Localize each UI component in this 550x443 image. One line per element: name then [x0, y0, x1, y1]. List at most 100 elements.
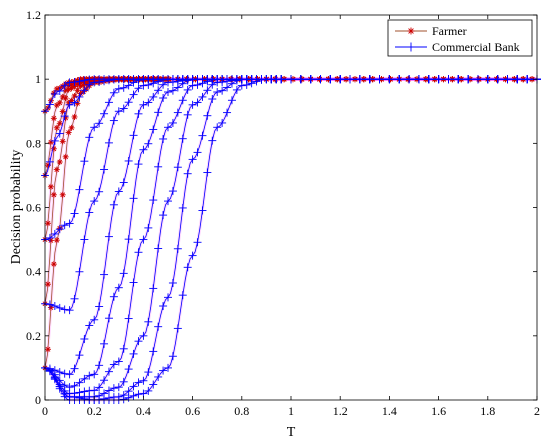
bank-marker — [183, 85, 192, 94]
bank-marker — [134, 84, 143, 93]
farmer-marker — [50, 115, 57, 122]
bank-marker — [70, 98, 79, 107]
bank-marker — [104, 314, 113, 323]
y-axis-title: Decision probability — [9, 150, 24, 265]
bank-marker — [168, 278, 177, 287]
x-tick-label: 0 — [42, 404, 48, 418]
bank-marker — [213, 88, 222, 96]
bank-marker — [109, 292, 118, 301]
bank-marker — [149, 92, 158, 101]
bank-marker — [227, 79, 236, 88]
bank-marker — [60, 112, 69, 121]
bank-marker — [95, 119, 104, 128]
bank-marker — [139, 81, 148, 90]
bank-marker — [60, 392, 69, 401]
bank-marker — [90, 315, 99, 324]
bank-marker — [183, 169, 192, 178]
farmer-marker — [50, 145, 57, 152]
bank-marker — [139, 100, 148, 109]
bank-marker — [139, 235, 148, 244]
bank-marker — [85, 80, 94, 89]
x-axis-title: T — [287, 425, 296, 440]
bank-marker — [183, 76, 192, 85]
bank-marker — [188, 100, 197, 109]
bank-marker — [208, 136, 217, 145]
bank-marker — [188, 81, 197, 90]
x-tick-label: 0.8 — [234, 404, 249, 418]
bank-marker — [144, 386, 153, 395]
bank-marker — [100, 270, 109, 279]
bank-marker — [124, 314, 133, 323]
bank-marker — [316, 75, 325, 84]
bank-marker — [154, 372, 163, 381]
bank-marker — [75, 77, 84, 86]
x-tick-label: 1.4 — [382, 404, 397, 418]
farmer-marker — [59, 191, 66, 198]
bank-marker — [159, 94, 168, 103]
legend-farmer-label: Farmer — [432, 24, 467, 38]
bank-marker — [75, 351, 84, 360]
x-tick-label: 1 — [288, 404, 294, 418]
bank-marker — [154, 86, 163, 95]
bank-marker — [70, 381, 79, 390]
x-tick-label: 0.6 — [185, 404, 200, 418]
bank-marker — [75, 185, 84, 194]
farmer-marker — [59, 138, 66, 145]
bank-marker — [277, 75, 286, 84]
bank-marker — [247, 79, 256, 88]
y-tick-label: 0.8 — [26, 136, 41, 150]
bank-marker — [149, 125, 158, 134]
bank-marker — [385, 75, 394, 84]
bank-marker — [45, 300, 54, 309]
bank-marker — [257, 75, 266, 84]
bank-marker — [95, 187, 104, 196]
bank-marker — [114, 357, 123, 366]
bank-marker — [85, 133, 94, 142]
bank-marker — [149, 284, 158, 293]
bank-marker — [232, 76, 241, 85]
bank-marker — [104, 386, 113, 395]
bank-marker — [149, 347, 158, 356]
bank-marker — [129, 90, 138, 99]
bank-marker — [55, 129, 64, 138]
bank-marker — [144, 223, 153, 232]
bank-marker — [144, 368, 153, 377]
bank-marker — [90, 197, 99, 206]
bank-marker — [154, 77, 163, 86]
bank-marker — [75, 267, 84, 276]
bank-marker — [129, 131, 138, 140]
bank-marker — [129, 78, 138, 87]
bank-marker — [144, 80, 153, 89]
farmer-marker — [56, 158, 63, 165]
bank-marker — [50, 375, 59, 384]
bank-marker — [203, 86, 212, 95]
farmer-marker — [71, 92, 78, 99]
bank-marker — [100, 376, 109, 385]
x-tick-label: 1.6 — [431, 404, 446, 418]
legend-bank-label: Commercial Bank — [432, 40, 520, 54]
farmer-marker — [53, 85, 60, 92]
bank-marker — [444, 75, 453, 84]
bank-marker — [503, 75, 512, 84]
bank-marker — [100, 165, 109, 174]
bank-marker — [306, 75, 315, 84]
farmer-marker — [44, 220, 51, 227]
farmer-marker — [53, 124, 60, 131]
bank-marker — [60, 221, 69, 230]
bank-marker — [95, 302, 104, 311]
bank-marker — [395, 75, 404, 84]
bank-marker — [70, 209, 79, 218]
x-tick-label: 1.8 — [480, 404, 495, 418]
bank-marker — [65, 306, 74, 315]
bank-marker — [45, 157, 54, 166]
x-tick-label: 2 — [534, 404, 540, 418]
bank-marker — [173, 83, 182, 92]
farmer-marker — [53, 237, 60, 244]
bank-marker — [149, 196, 158, 205]
legend-box — [387, 19, 533, 57]
bank-marker — [50, 136, 59, 145]
bank-marker — [164, 88, 172, 96]
bank-marker — [70, 364, 79, 373]
bank-marker — [119, 83, 128, 92]
y-tick-label: 0.2 — [26, 329, 41, 343]
